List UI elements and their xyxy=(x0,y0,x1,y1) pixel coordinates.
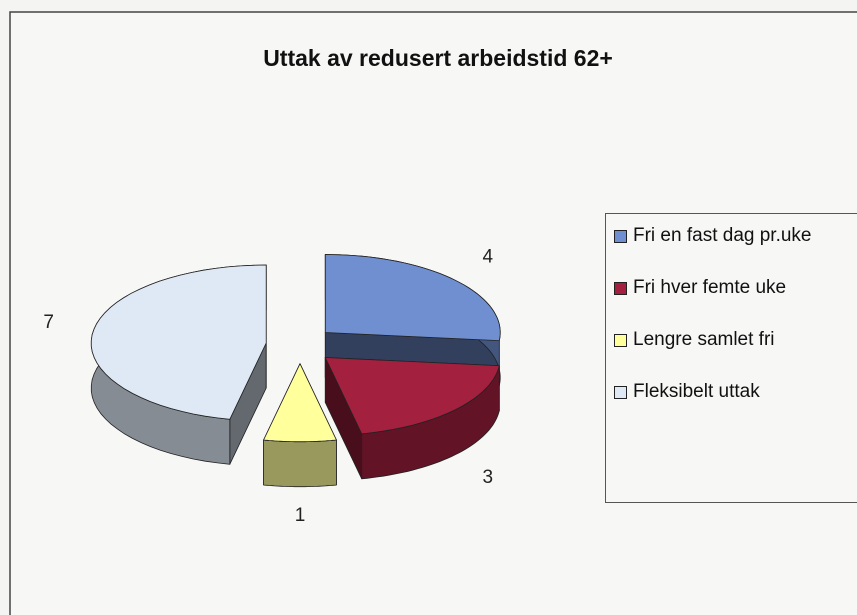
data-label: 4 xyxy=(483,246,494,267)
legend: Fri en fast dag pr.uke Fri hver femte uke… xyxy=(605,213,857,503)
chart-title: Uttak av redusert arbeidstid 62+ xyxy=(263,45,613,71)
slice xyxy=(324,254,501,342)
slice xyxy=(90,264,267,420)
legend-item: Fleksibelt uttak xyxy=(614,380,857,404)
slice xyxy=(324,357,500,435)
data-label: 3 xyxy=(483,467,494,488)
slice-side xyxy=(263,439,337,488)
legend-swatch xyxy=(614,230,627,243)
legend-swatch xyxy=(614,386,627,399)
pie xyxy=(90,254,501,488)
slice xyxy=(262,362,338,443)
data-label: 1 xyxy=(295,505,306,526)
legend-item: Fri en fast dag pr.uke xyxy=(614,224,857,248)
legend-item: Lengre samlet fri xyxy=(614,328,857,352)
legend-label: Lengre samlet fri xyxy=(633,329,775,350)
legend-item: Fri hver femte uke xyxy=(614,276,857,300)
legend-swatch xyxy=(614,334,627,347)
legend-label: Fri hver femte uke xyxy=(633,277,787,298)
legend-swatch xyxy=(614,282,627,295)
legend-label: Fleksibelt uttak xyxy=(633,381,760,402)
data-label: 7 xyxy=(43,312,54,333)
legend-label: Fri en fast dag pr.uke xyxy=(633,225,812,246)
